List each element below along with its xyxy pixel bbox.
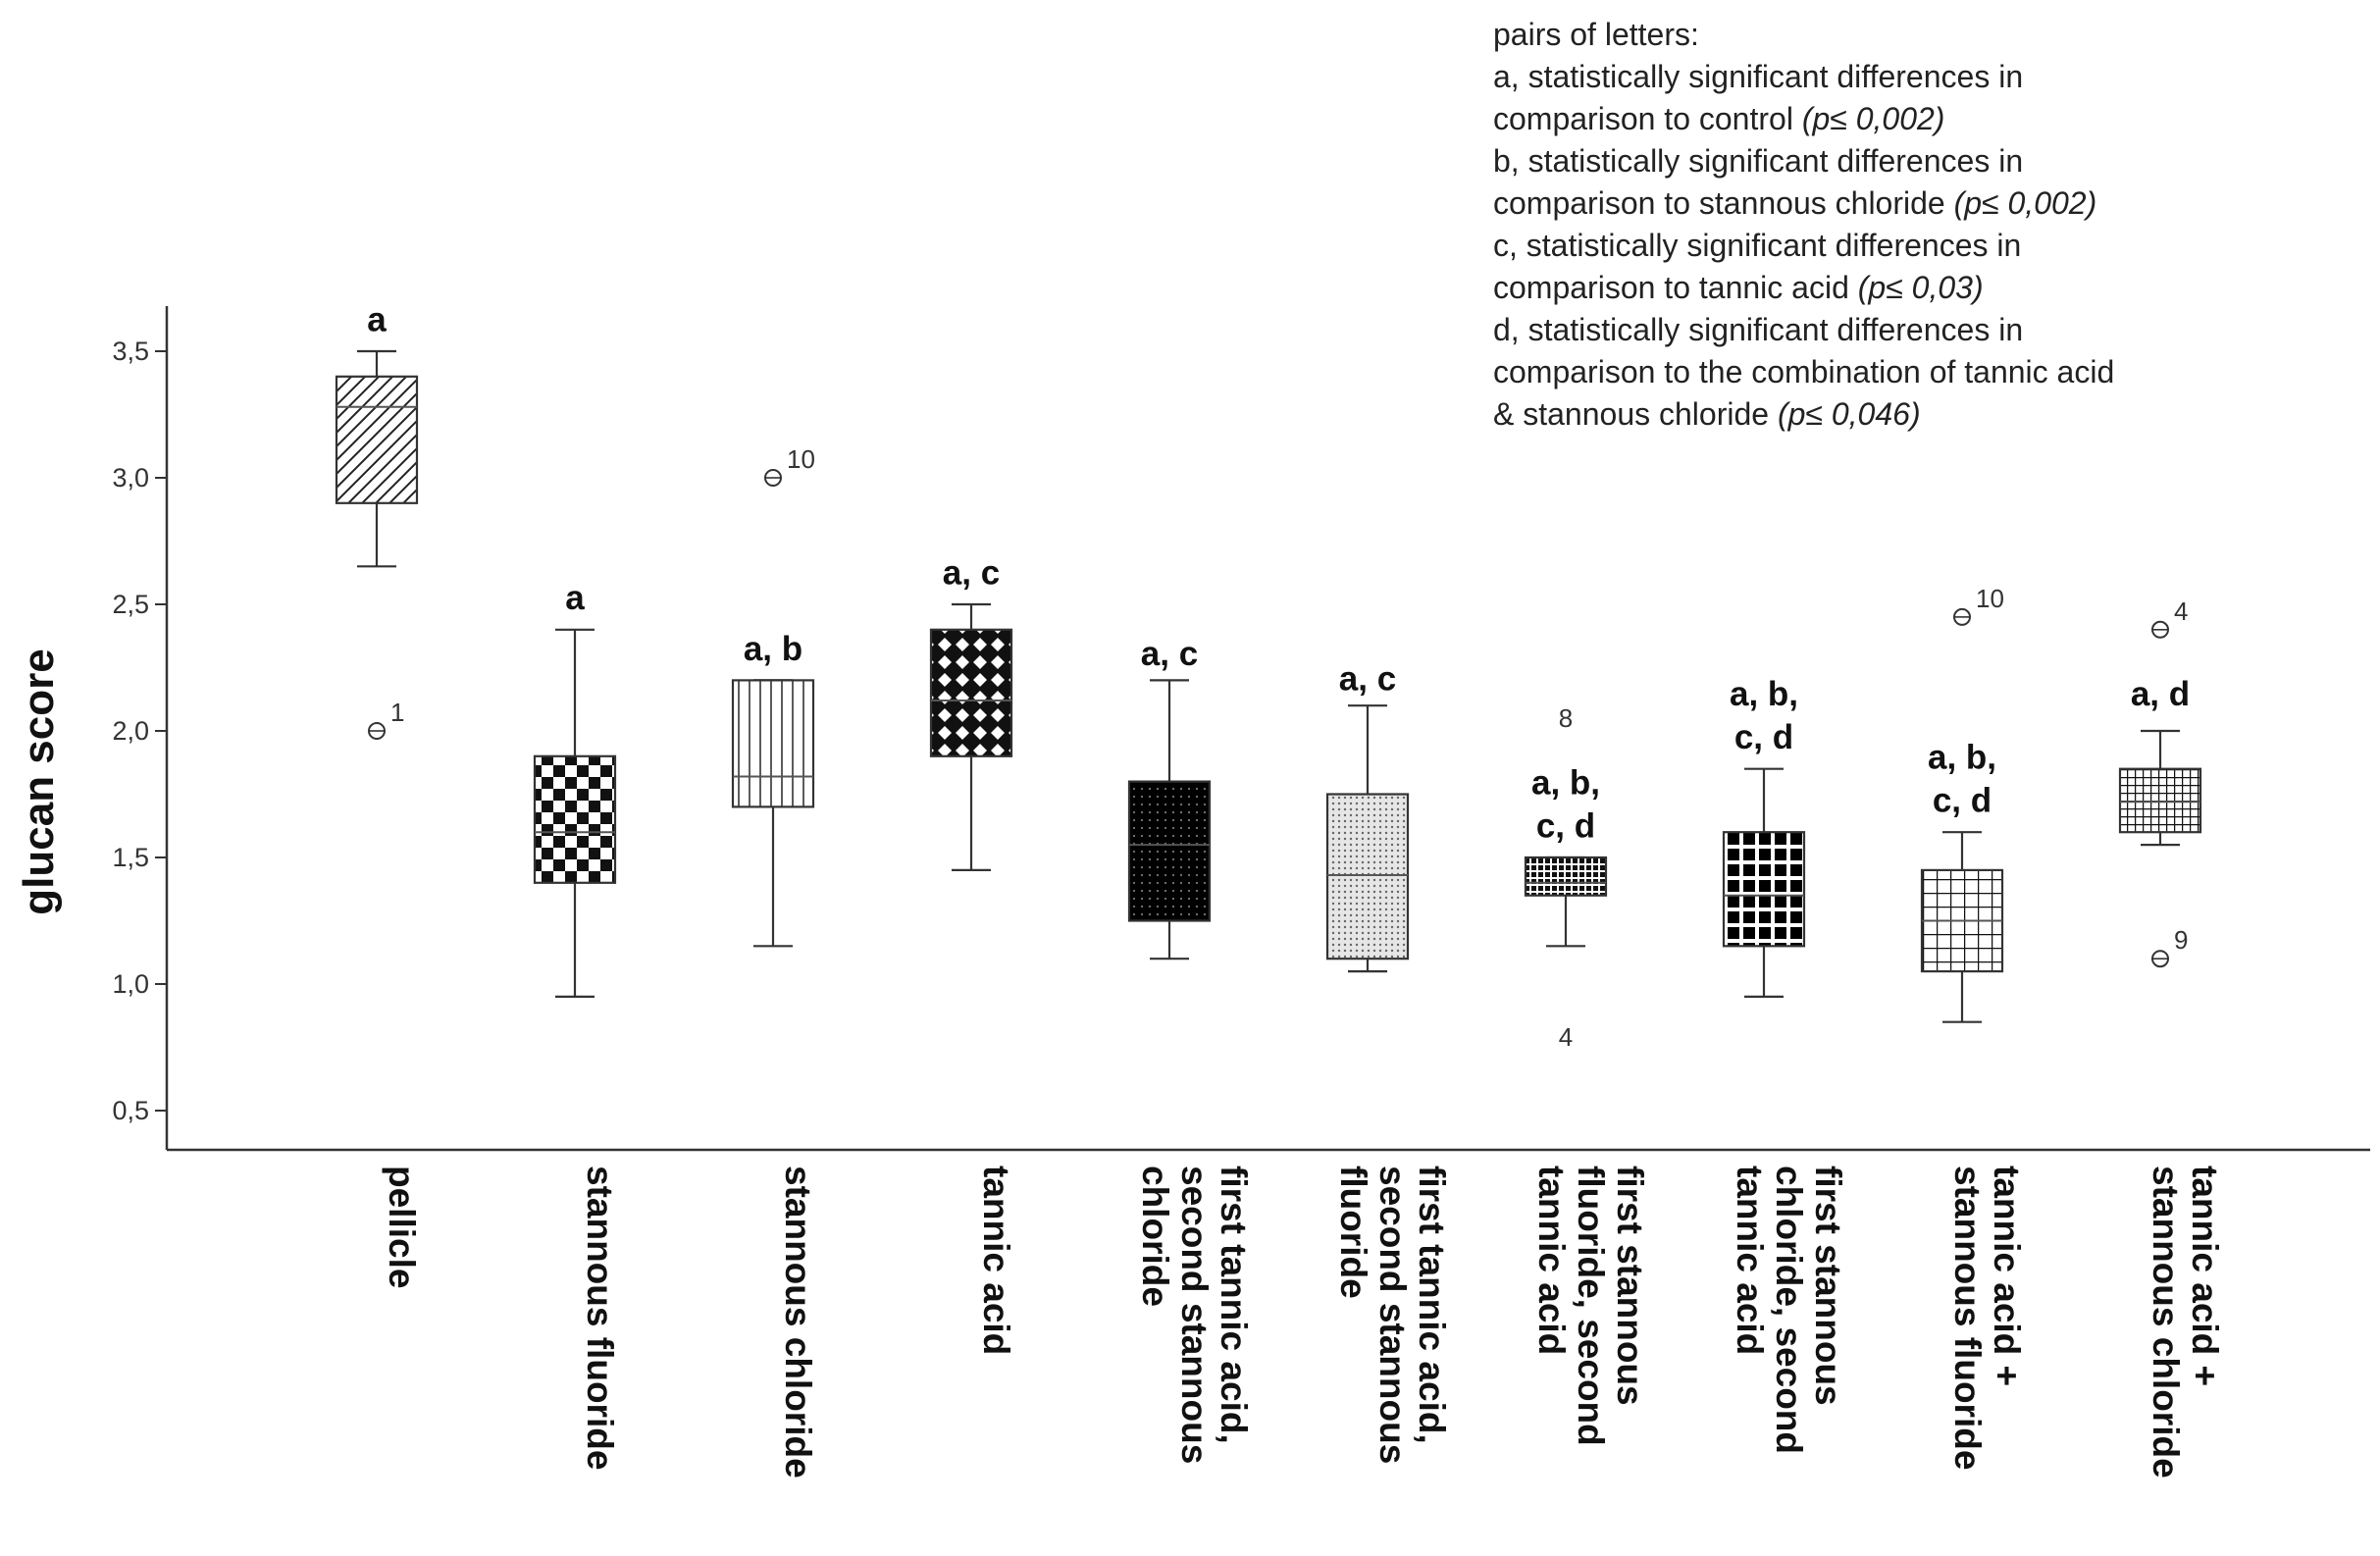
legend-d-line1: d, statistically significant differences… [1493,312,2024,347]
iqr-box [731,679,815,808]
outlier-label: 1 [390,698,404,727]
box-group: a, b, c, d 10 tannic acid +stannous fluorid… [1920,584,2027,1470]
outlier-label: 10 [1976,584,2004,613]
y-axis-ticks: 0,5 1,0 1,5 2,0 2,5 3,0 3,5 [112,337,167,1125]
box-group: a, c first tannic acid,second stannouschl… [1127,635,1254,1464]
category-label: fluoride, second [1571,1166,1611,1446]
significance-label: a, b, [1531,763,1600,802]
iqr-box [335,375,419,504]
category-label: first stannous [1610,1166,1650,1406]
boxplot-groups: a 1 pellicle a stannous fluoride a, b 10 stanno… [335,300,2225,1478]
legend-b-line2: comparison to stannous chloride (p≤ 0,00… [1493,185,2097,221]
box-group: a, c first tannic acid,second stannousflu… [1325,660,1452,1464]
category-label: pellicle [382,1166,422,1288]
iqr-box [929,628,1013,757]
significance-label: a, c [943,553,1000,592]
category-label: stannous chloride [2146,1166,2186,1478]
category-label: stannous fluoride [580,1166,620,1470]
significance-label: a, b, [1730,675,1798,713]
iqr-box [1524,856,1608,897]
y-tick-label: 3,0 [112,463,149,493]
iqr-box [533,754,617,884]
box-group: a stannous fluoride [533,579,620,1470]
category-label: chloride, second [1769,1166,1809,1454]
outlier-label: 4 [2174,596,2188,626]
category-label: tannic acid [1531,1166,1572,1355]
significance-label: c, d [1734,718,1793,756]
legend-d-line3: & stannous chloride (p≤ 0,046) [1493,396,1921,432]
y-tick-label: 2,0 [112,716,149,746]
iqr-box [1325,793,1410,960]
legend-d-line2: comparison to the combination of tannic … [1493,354,2115,389]
category-label: second stannous [1174,1166,1215,1464]
category-label: tannic acid [1730,1166,1770,1355]
category-label: chloride [1135,1166,1175,1307]
category-label: fluoride [1333,1166,1373,1299]
outlier-label: 4 [1559,1022,1573,1052]
iqr-box [2118,767,2202,834]
category-label: tannic acid + [2185,1166,2225,1386]
iqr-box [1722,831,1806,948]
legend-b-line1: b, statistically significant differences… [1493,143,2024,179]
iqr-box [1127,780,1212,922]
box-group: a 1 pellicle [335,300,422,1288]
category-label: first tannic acid, [1412,1166,1452,1444]
y-tick-label: 1,5 [112,843,149,872]
significance-label: a, b, [1928,739,1996,777]
legend-c-line2: comparison to tannic acid (p≤ 0,03) [1493,270,1984,305]
category-label: stannous chloride [778,1166,818,1478]
y-axis-label: glucan score [15,648,63,914]
significance-label: a [565,579,585,617]
significance-label: a, b [744,630,802,668]
legend-a-line1: a, statistically significant differences… [1493,59,2024,94]
legend-a-line2: comparison to control (p≤ 0,002) [1493,101,1945,136]
outlier-label: 10 [787,444,815,474]
significance-legend: pairs of letters: a, statistically signi… [1493,14,2356,436]
significance-label: c, d [1933,782,1992,820]
outlier-label: 8 [1559,703,1573,733]
y-tick-label: 0,5 [112,1096,149,1125]
significance-label: a, c [1141,635,1198,673]
category-label: tannic acid + [1987,1166,2027,1386]
category-label: tannic acid [976,1166,1016,1355]
legend-heading: pairs of letters: [1493,17,1699,52]
category-label: first stannous [1808,1166,1848,1406]
y-tick-label: 2,5 [112,590,149,619]
significance-label: c, d [1536,806,1595,845]
y-tick-label: 1,0 [112,969,149,999]
box-group: a, b 10 stannous chloride [731,444,818,1478]
category-label: first tannic acid, [1214,1166,1254,1444]
box-group: a, d 4 9 tannic acid +stannous chloride [2118,596,2225,1478]
category-label: second stannous [1372,1166,1413,1464]
category-label: stannous fluoride [1947,1166,1988,1470]
outlier-label: 9 [2174,925,2188,955]
box-group: a, c tannic acid [929,553,1016,1355]
y-tick-label: 3,5 [112,337,149,366]
significance-label: a [367,300,387,338]
legend-c-line1: c, statistically significant differences… [1493,228,2022,263]
significance-label: a, c [1339,660,1396,699]
significance-label: a, d [2131,675,2190,713]
